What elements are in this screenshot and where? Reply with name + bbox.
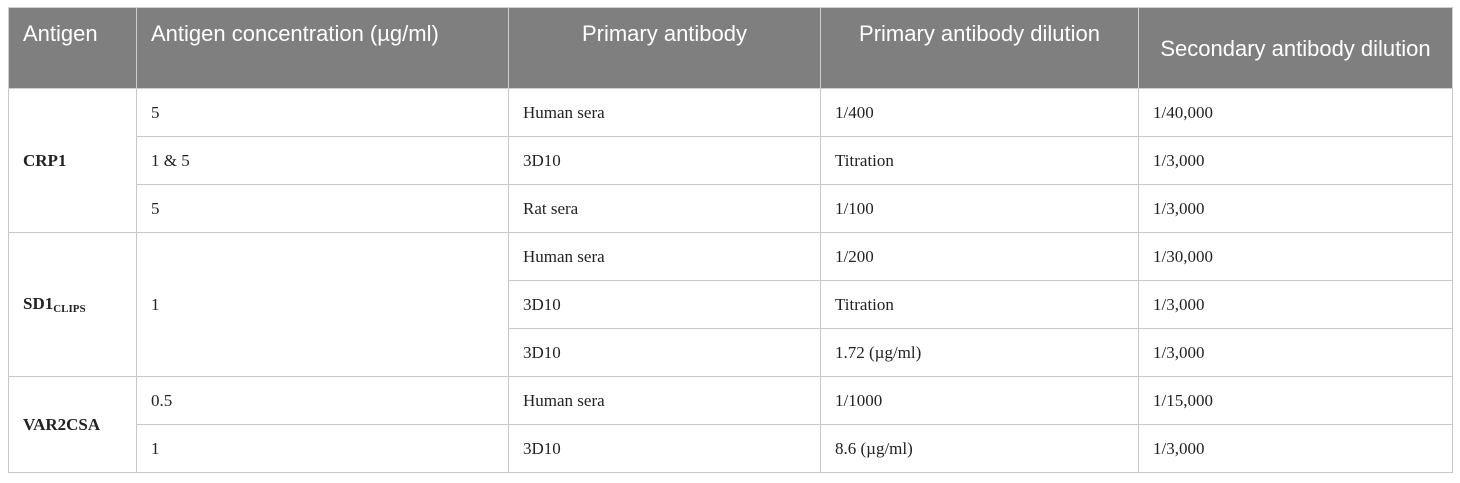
header-antigen: Antigen — [8, 7, 137, 89]
primary-antibody-cell: 3D10 — [508, 328, 821, 377]
header-secondary-antibody-dilution: Secondary antibody dilution — [1138, 7, 1453, 89]
antigen-name: VAR2CSA — [23, 414, 101, 434]
antigen-cell-var2csa: VAR2CSA — [8, 376, 137, 473]
secondary-dilution-cell: 1/3,000 — [1138, 328, 1453, 377]
secondary-dilution-cell: 1/3,000 — [1138, 424, 1453, 473]
table-body: CRP1 5 Human sera 1/400 1/40,000 1 & 5 3… — [8, 88, 1453, 473]
antigen-subscript: CLIPS — [53, 303, 86, 315]
primary-antibody-cell: Human sera — [508, 88, 821, 137]
primary-antibody-cell: Human sera — [508, 376, 821, 425]
table-row: 5 Rat sera 1/100 1/3,000 — [9, 184, 1453, 233]
antigen-name: SD1 — [23, 294, 54, 313]
header-primary-antibody: Primary antibody — [508, 7, 821, 89]
secondary-dilution-cell: 1/3,000 — [1138, 184, 1453, 233]
primary-dilution-cell: 1/400 — [820, 88, 1139, 137]
concentration-cell: 0.5 — [136, 376, 509, 425]
primary-antibody-cell: Rat sera — [508, 184, 821, 233]
antigen-cell-crp1: CRP1 — [8, 88, 137, 233]
concentration-cell: 5 — [136, 88, 509, 137]
primary-antibody-cell: 3D10 — [508, 424, 821, 473]
concentration-cell: 1 — [136, 424, 509, 473]
secondary-dilution-cell: 1/30,000 — [1138, 232, 1453, 281]
primary-antibody-cell: 3D10 — [508, 136, 821, 185]
secondary-dilution-cell: 1/15,000 — [1138, 376, 1453, 425]
table-row: 1 & 5 3D10 Titration 1/3,000 — [9, 136, 1453, 185]
primary-dilution-cell: 1/100 — [820, 184, 1139, 233]
primary-dilution-cell: Titration — [820, 280, 1139, 329]
primary-antibody-cell: Human sera — [508, 232, 821, 281]
header-primary-antibody-dilution: Primary antibody dilution — [820, 7, 1139, 89]
table-row: VAR2CSA 0.5 Human sera 1/1000 1/15,000 — [8, 376, 1453, 473]
table-row: CRP1 5 Human sera 1/400 1/40,000 — [8, 88, 1453, 233]
antigen-name: CRP1 — [23, 150, 67, 170]
header-antigen-concentration: Antigen concentration (µg/ml) — [136, 7, 509, 89]
concentration-cell: 5 — [136, 184, 509, 233]
antigen-cell-sd1-clips: SD1CLIPS — [8, 232, 137, 377]
concentration-cell: 1 & 5 — [136, 136, 509, 185]
table-row: 1 3D10 8.6 (µg/ml) 1/3,000 — [9, 424, 1453, 473]
primary-antibody-cell: 3D10 — [508, 280, 821, 329]
secondary-dilution-cell: 1/40,000 — [1138, 88, 1453, 137]
primary-dilution-cell: 1.72 (µg/ml) — [820, 328, 1139, 377]
concentration-cell: 1 — [136, 232, 509, 377]
secondary-dilution-cell: 1/3,000 — [1138, 280, 1453, 329]
antigen-antibody-table: Antigen Antigen concentration (µg/ml) Pr… — [8, 7, 1453, 473]
primary-dilution-cell: 8.6 (µg/ml) — [820, 424, 1139, 473]
primary-dilution-cell: Titration — [820, 136, 1139, 185]
table-row: 3D10 1.72 (µg/ml) 1/3,000 — [9, 328, 1453, 377]
secondary-dilution-cell: 1/3,000 — [1138, 136, 1453, 185]
table-row: 3D10 Titration 1/3,000 — [9, 280, 1453, 329]
header-row: Antigen Antigen concentration (µg/ml) Pr… — [8, 7, 1453, 89]
table-header: Antigen Antigen concentration (µg/ml) Pr… — [8, 7, 1453, 89]
table-row: SD1CLIPS 1 Human sera 1/200 1/30,000 — [8, 232, 1453, 377]
primary-dilution-cell: 1/1000 — [820, 376, 1139, 425]
primary-dilution-cell: 1/200 — [820, 232, 1139, 281]
